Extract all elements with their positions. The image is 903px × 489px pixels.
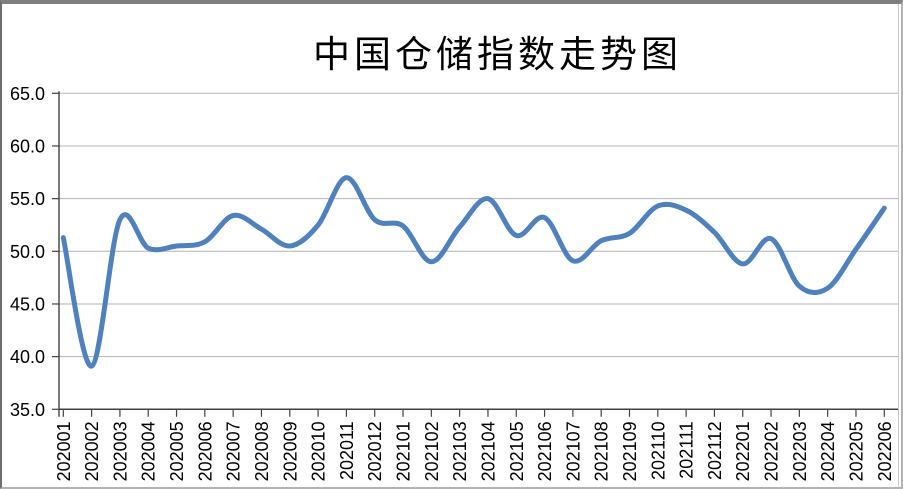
chart-title: 中国仓储指数走势图: [313, 35, 682, 76]
x-tick-label: 202104: [478, 421, 498, 481]
x-tick-label: 202105: [507, 421, 527, 481]
x-tick-label: 202003: [110, 421, 130, 481]
x-tick-label: 202109: [620, 421, 640, 481]
y-tick-label: 55.0: [10, 189, 45, 209]
y-tick-label: 35.0: [10, 400, 45, 420]
x-tick-label: 202004: [139, 421, 159, 481]
x-tick-label: 202008: [252, 421, 272, 481]
x-tick-label: 202110: [648, 421, 668, 480]
x-tick-label: 202111: [677, 421, 697, 478]
x-tick-label: 202001: [54, 421, 74, 481]
x-tick-label: 202007: [224, 421, 244, 481]
x-tick-label: 202103: [450, 421, 470, 481]
x-tick-label: 202106: [535, 421, 555, 481]
series-line: [60, 175, 887, 369]
x-tick-label: 202002: [82, 421, 102, 481]
x-tick-label: 202206: [875, 421, 895, 481]
x-tick-label: 202006: [195, 421, 215, 481]
y-tick-label: 40.0: [10, 347, 45, 367]
x-tick-label: 202203: [790, 421, 810, 481]
x-tick-label: 202205: [846, 421, 866, 481]
x-tick-label: 202012: [365, 421, 385, 481]
y-tick-label: 50.0: [10, 242, 45, 262]
x-tick-label: 202011: [337, 421, 357, 480]
x-tick-label: 202107: [563, 421, 583, 481]
x-tick-label: 202112: [705, 421, 725, 480]
y-tick-label: 60.0: [10, 136, 45, 156]
x-tick-label: 202005: [167, 421, 187, 481]
x-tick-label: 202101: [394, 421, 414, 481]
x-tick-label: 202010: [309, 421, 329, 481]
x-tick-label: 202202: [762, 421, 782, 481]
x-tick-label: 202201: [733, 421, 753, 481]
x-tick-label: 202108: [592, 421, 612, 481]
x-tick-label: 202102: [422, 421, 442, 481]
y-tick-label: 45.0: [10, 294, 45, 314]
plot-svg: 65.0 60.0 55.0 50.0 45.0 40.0 35.0 202001 202002…: [10, 4, 899, 487]
x-tick-label: 202009: [280, 421, 300, 481]
x-tick-label: 202204: [818, 421, 838, 481]
y-tick-label: 65.0: [10, 84, 45, 104]
